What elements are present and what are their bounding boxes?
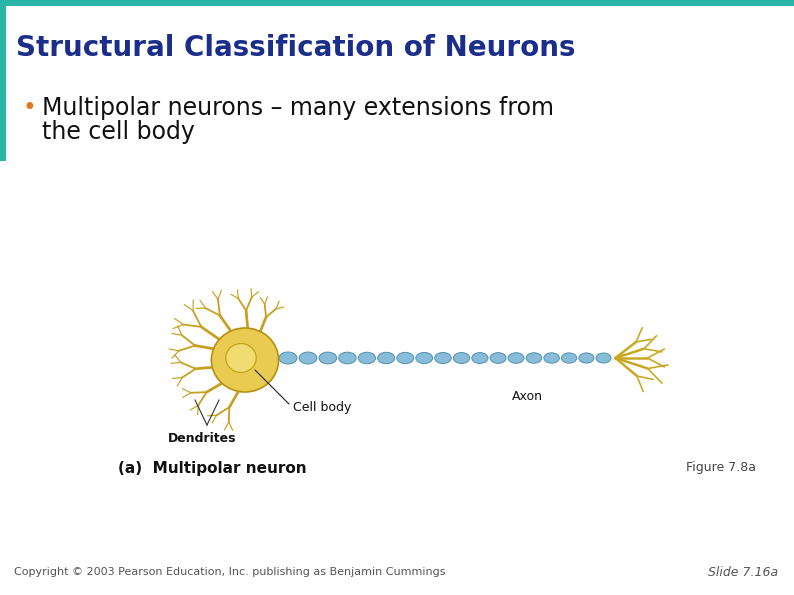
Ellipse shape [508, 353, 524, 364]
Ellipse shape [434, 352, 451, 364]
Ellipse shape [319, 352, 337, 364]
Text: Cell body: Cell body [293, 402, 352, 415]
Ellipse shape [279, 352, 297, 364]
Ellipse shape [472, 353, 488, 364]
Ellipse shape [299, 352, 317, 364]
Ellipse shape [397, 352, 414, 364]
Ellipse shape [526, 353, 542, 363]
Ellipse shape [596, 353, 611, 363]
Ellipse shape [490, 353, 506, 364]
Text: Slide 7.16a: Slide 7.16a [708, 565, 778, 578]
Bar [0, 6, 6, 161]
Ellipse shape [225, 343, 256, 372]
Ellipse shape [358, 352, 376, 364]
Ellipse shape [561, 353, 576, 363]
Text: Dendrites: Dendrites [168, 433, 237, 446]
Text: the cell body: the cell body [42, 120, 195, 144]
Ellipse shape [378, 352, 395, 364]
Text: Figure 7.8a: Figure 7.8a [686, 462, 756, 474]
Text: Copyright © 2003 Pearson Education, Inc. publishing as Benjamin Cummings: Copyright © 2003 Pearson Education, Inc.… [14, 567, 445, 577]
Ellipse shape [579, 353, 594, 363]
Ellipse shape [453, 353, 470, 364]
Text: Multipolar neurons – many extensions from: Multipolar neurons – many extensions fro… [42, 96, 554, 120]
Bar [0, 0, 794, 6]
Text: •: • [22, 96, 36, 120]
Ellipse shape [339, 352, 357, 364]
Text: Structural Classification of Neurons: Structural Classification of Neurons [16, 34, 576, 62]
Ellipse shape [416, 352, 433, 364]
Ellipse shape [211, 328, 279, 392]
Text: Axon: Axon [512, 390, 543, 403]
Ellipse shape [544, 353, 559, 363]
Text: (a)  Multipolar neuron: (a) Multipolar neuron [118, 461, 306, 475]
